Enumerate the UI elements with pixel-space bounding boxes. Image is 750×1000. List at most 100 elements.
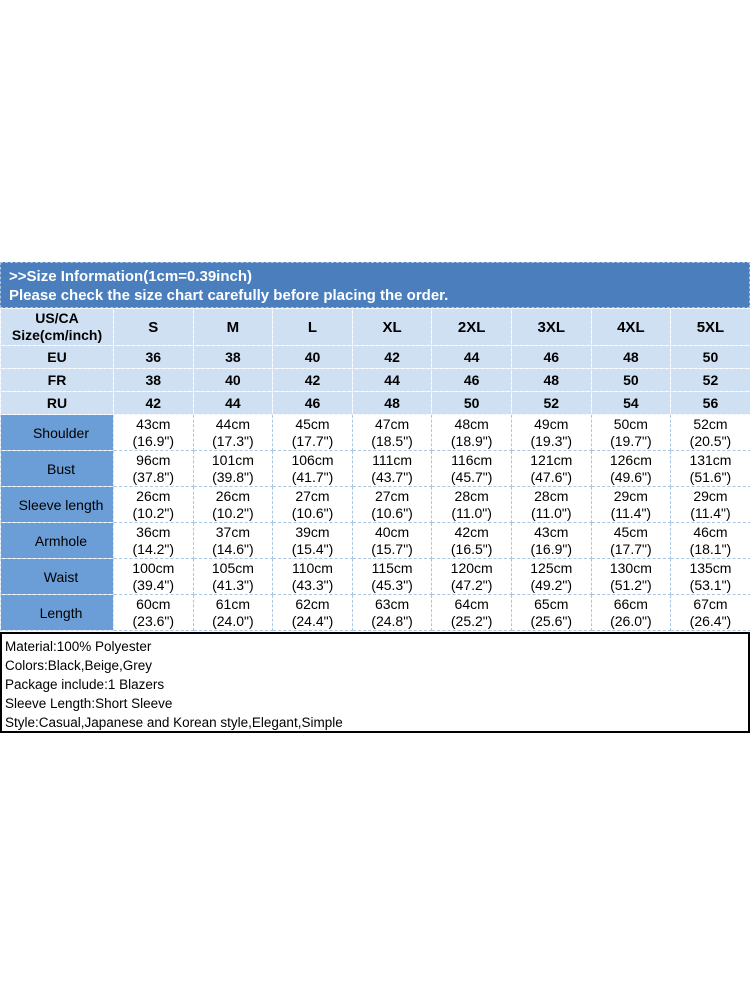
measurement-inch: (18.5") bbox=[371, 432, 413, 449]
measurement-cm: 52cm bbox=[693, 415, 728, 432]
measurement-cm: 96cm bbox=[136, 451, 171, 468]
measurement-cm: 60cm bbox=[136, 595, 171, 612]
measurement-row: Sleeve length 26cm (10.2") 26cm (10.2") 27cm(… bbox=[0, 486, 750, 523]
region-size-cell: 56 bbox=[670, 391, 750, 415]
region-size-cell: 52 bbox=[510, 391, 592, 415]
region-size-cell: 38 bbox=[113, 368, 194, 392]
measurement-inch: (18.9") bbox=[450, 432, 493, 449]
measurement-inch: (10.6") bbox=[371, 504, 413, 521]
measurement-cm: 46cm bbox=[693, 523, 728, 540]
measurement-inch: (39.8") bbox=[212, 468, 254, 485]
region-size-cell: 54 bbox=[590, 391, 672, 415]
region-size-cell: 48 bbox=[351, 391, 433, 415]
measurement-cm: 50cm bbox=[613, 415, 648, 432]
region-size-cell: 42 bbox=[272, 368, 353, 392]
measurement-inch: (43.7") bbox=[371, 468, 413, 485]
size-column-header: M bbox=[192, 308, 274, 346]
region-size-cell: 40 bbox=[192, 368, 274, 392]
measurement-inch: (11.0") bbox=[451, 504, 492, 521]
corner-header-line: US/CA bbox=[35, 310, 79, 326]
measurement-inch: (17.7") bbox=[291, 432, 334, 449]
measurement-inch: (11.4") bbox=[610, 504, 652, 521]
measurement-cell: 121cm (47.6") bbox=[510, 450, 592, 487]
measurement-row: Length 60cm (23.6") 61cm (24.0") 62cm (24.4") 6… bbox=[0, 594, 750, 631]
measurement-cm: 40cm bbox=[374, 523, 410, 540]
measurement-label: Armhole bbox=[0, 522, 114, 559]
measurement-cm: 47cm bbox=[374, 415, 410, 432]
measurement-inch: (16.5") bbox=[450, 540, 493, 557]
measurement-inch: (17.3") bbox=[212, 432, 254, 449]
measurement-inch: (18.1") bbox=[689, 540, 732, 557]
region-size-cell: 50 bbox=[431, 391, 512, 415]
measurement-inch: (10.6") bbox=[291, 504, 334, 521]
measurement-inch: (17.7") bbox=[610, 540, 652, 557]
measurement-cm: 64cm bbox=[454, 595, 489, 612]
product-info-line: Colors:Black,Beige,Grey bbox=[5, 658, 153, 673]
corner-header: US/CA Size(cm/inch) bbox=[0, 308, 114, 346]
size-chart-table: US/CA Size(cm/inch) S M L XL 2XL 3XL 4XL 5XL EU 36 3… bbox=[0, 308, 750, 631]
measurement-cm: 65cm bbox=[534, 595, 569, 612]
measurement-cell: 36cm (14.2") bbox=[113, 522, 194, 559]
measurement-cell: 28cm (11.0") bbox=[431, 486, 512, 523]
measurement-cm: 116cm bbox=[451, 451, 493, 468]
size-header-row: US/CA Size(cm/inch) S M L XL 2XL 3XL 4XL 5XL bbox=[0, 308, 750, 346]
measurement-inch: (49.2") bbox=[530, 576, 573, 593]
measurement-inch: (26.0") bbox=[610, 612, 652, 629]
size-column-header: XL bbox=[351, 308, 433, 346]
measurement-cm: 43cm bbox=[534, 523, 569, 540]
measurement-cm: 105cm bbox=[211, 559, 254, 576]
measurement-inch: (11.0") bbox=[531, 504, 572, 521]
product-info-line: Package include:1 Blazers bbox=[5, 677, 165, 692]
measurement-cell: 126cm (49.6") bbox=[590, 450, 672, 487]
measurement-cm: 37cm bbox=[215, 523, 250, 540]
measurement-cm: 29cm bbox=[693, 487, 728, 504]
measurement-cell: 67cm (26.4") bbox=[670, 594, 750, 631]
region-label: RU bbox=[0, 391, 114, 415]
measurement-cell: 43cm (16.9") bbox=[510, 522, 592, 559]
measurement-cell: 37cm (14.6") bbox=[192, 522, 274, 559]
size-column-header: 2XL bbox=[431, 308, 512, 346]
measurement-inch: (47.6") bbox=[530, 468, 573, 485]
product-info-line: Sleeve Length:Short Sleeve bbox=[5, 696, 173, 711]
measurement-cm: 42cm bbox=[454, 523, 489, 540]
measurement-inch: (25.2") bbox=[450, 612, 493, 629]
measurement-inch: (24.4") bbox=[291, 612, 334, 629]
measurement-cell: 43cm (16.9") bbox=[113, 414, 194, 451]
measurement-cell: 66cm (26.0") bbox=[590, 594, 672, 631]
size-column-header: 4XL bbox=[590, 308, 672, 346]
measurement-cell: 64cm (25.2") bbox=[431, 594, 512, 631]
measurement-label: Waist bbox=[0, 558, 114, 595]
measurement-cm: 125cm bbox=[530, 559, 573, 576]
measurement-cell: 106cm (41.7") bbox=[272, 450, 353, 487]
measurement-cell: 46cm (18.1") bbox=[670, 522, 750, 559]
measurement-cell: 62cm (24.4") bbox=[272, 594, 353, 631]
measurement-cell: 63cm (24.8") bbox=[351, 594, 433, 631]
measurement-inch: (16.9") bbox=[530, 540, 573, 557]
measurement-cell: 40cm (15.7") bbox=[351, 522, 433, 559]
measurement-inch: (14.6") bbox=[212, 540, 254, 557]
size-info-banner: >>Size Information(1cm=0.39inch) Please … bbox=[0, 262, 750, 308]
region-size-cell: 44 bbox=[351, 368, 433, 392]
measurement-cm: 115cm bbox=[371, 559, 413, 576]
measurement-inch: (19.7") bbox=[610, 432, 652, 449]
measurement-cell: 110cm (43.3") bbox=[272, 558, 353, 595]
measurement-cm: 49cm bbox=[534, 415, 569, 432]
measurement-inch: (26.4") bbox=[689, 612, 732, 629]
measurement-cell: 96cm (37.8") bbox=[113, 450, 194, 487]
measurement-cell: 47cm (18.5") bbox=[351, 414, 433, 451]
measurement-inch: (41.3") bbox=[212, 576, 254, 593]
banner-title: >>Size Information(1cm=0.39inch) bbox=[9, 268, 252, 285]
region-label: FR bbox=[0, 368, 114, 392]
region-size-cell: 42 bbox=[113, 391, 194, 415]
measurement-cm: 45cm bbox=[295, 415, 330, 432]
measurement-cell: 26cm (10.2") bbox=[192, 486, 274, 523]
measurement-cell: 49cm (19.3") bbox=[510, 414, 592, 451]
measurement-row: Waist 100cm (39.4") 105cm (41.3") 110cm (43.3"… bbox=[0, 558, 750, 595]
region-size-cell: 46 bbox=[431, 368, 512, 392]
measurement-cell: 27cm (10.6") bbox=[351, 486, 433, 523]
region-size-row: FR 38 40 42 44 46 48 50 52 bbox=[0, 368, 750, 392]
measurement-inch: (43.3") bbox=[291, 576, 334, 593]
region-size-cell: 36 bbox=[113, 345, 194, 369]
measurement-cm: 110cm bbox=[291, 559, 333, 576]
measurement-cm: 121cm bbox=[530, 451, 573, 468]
